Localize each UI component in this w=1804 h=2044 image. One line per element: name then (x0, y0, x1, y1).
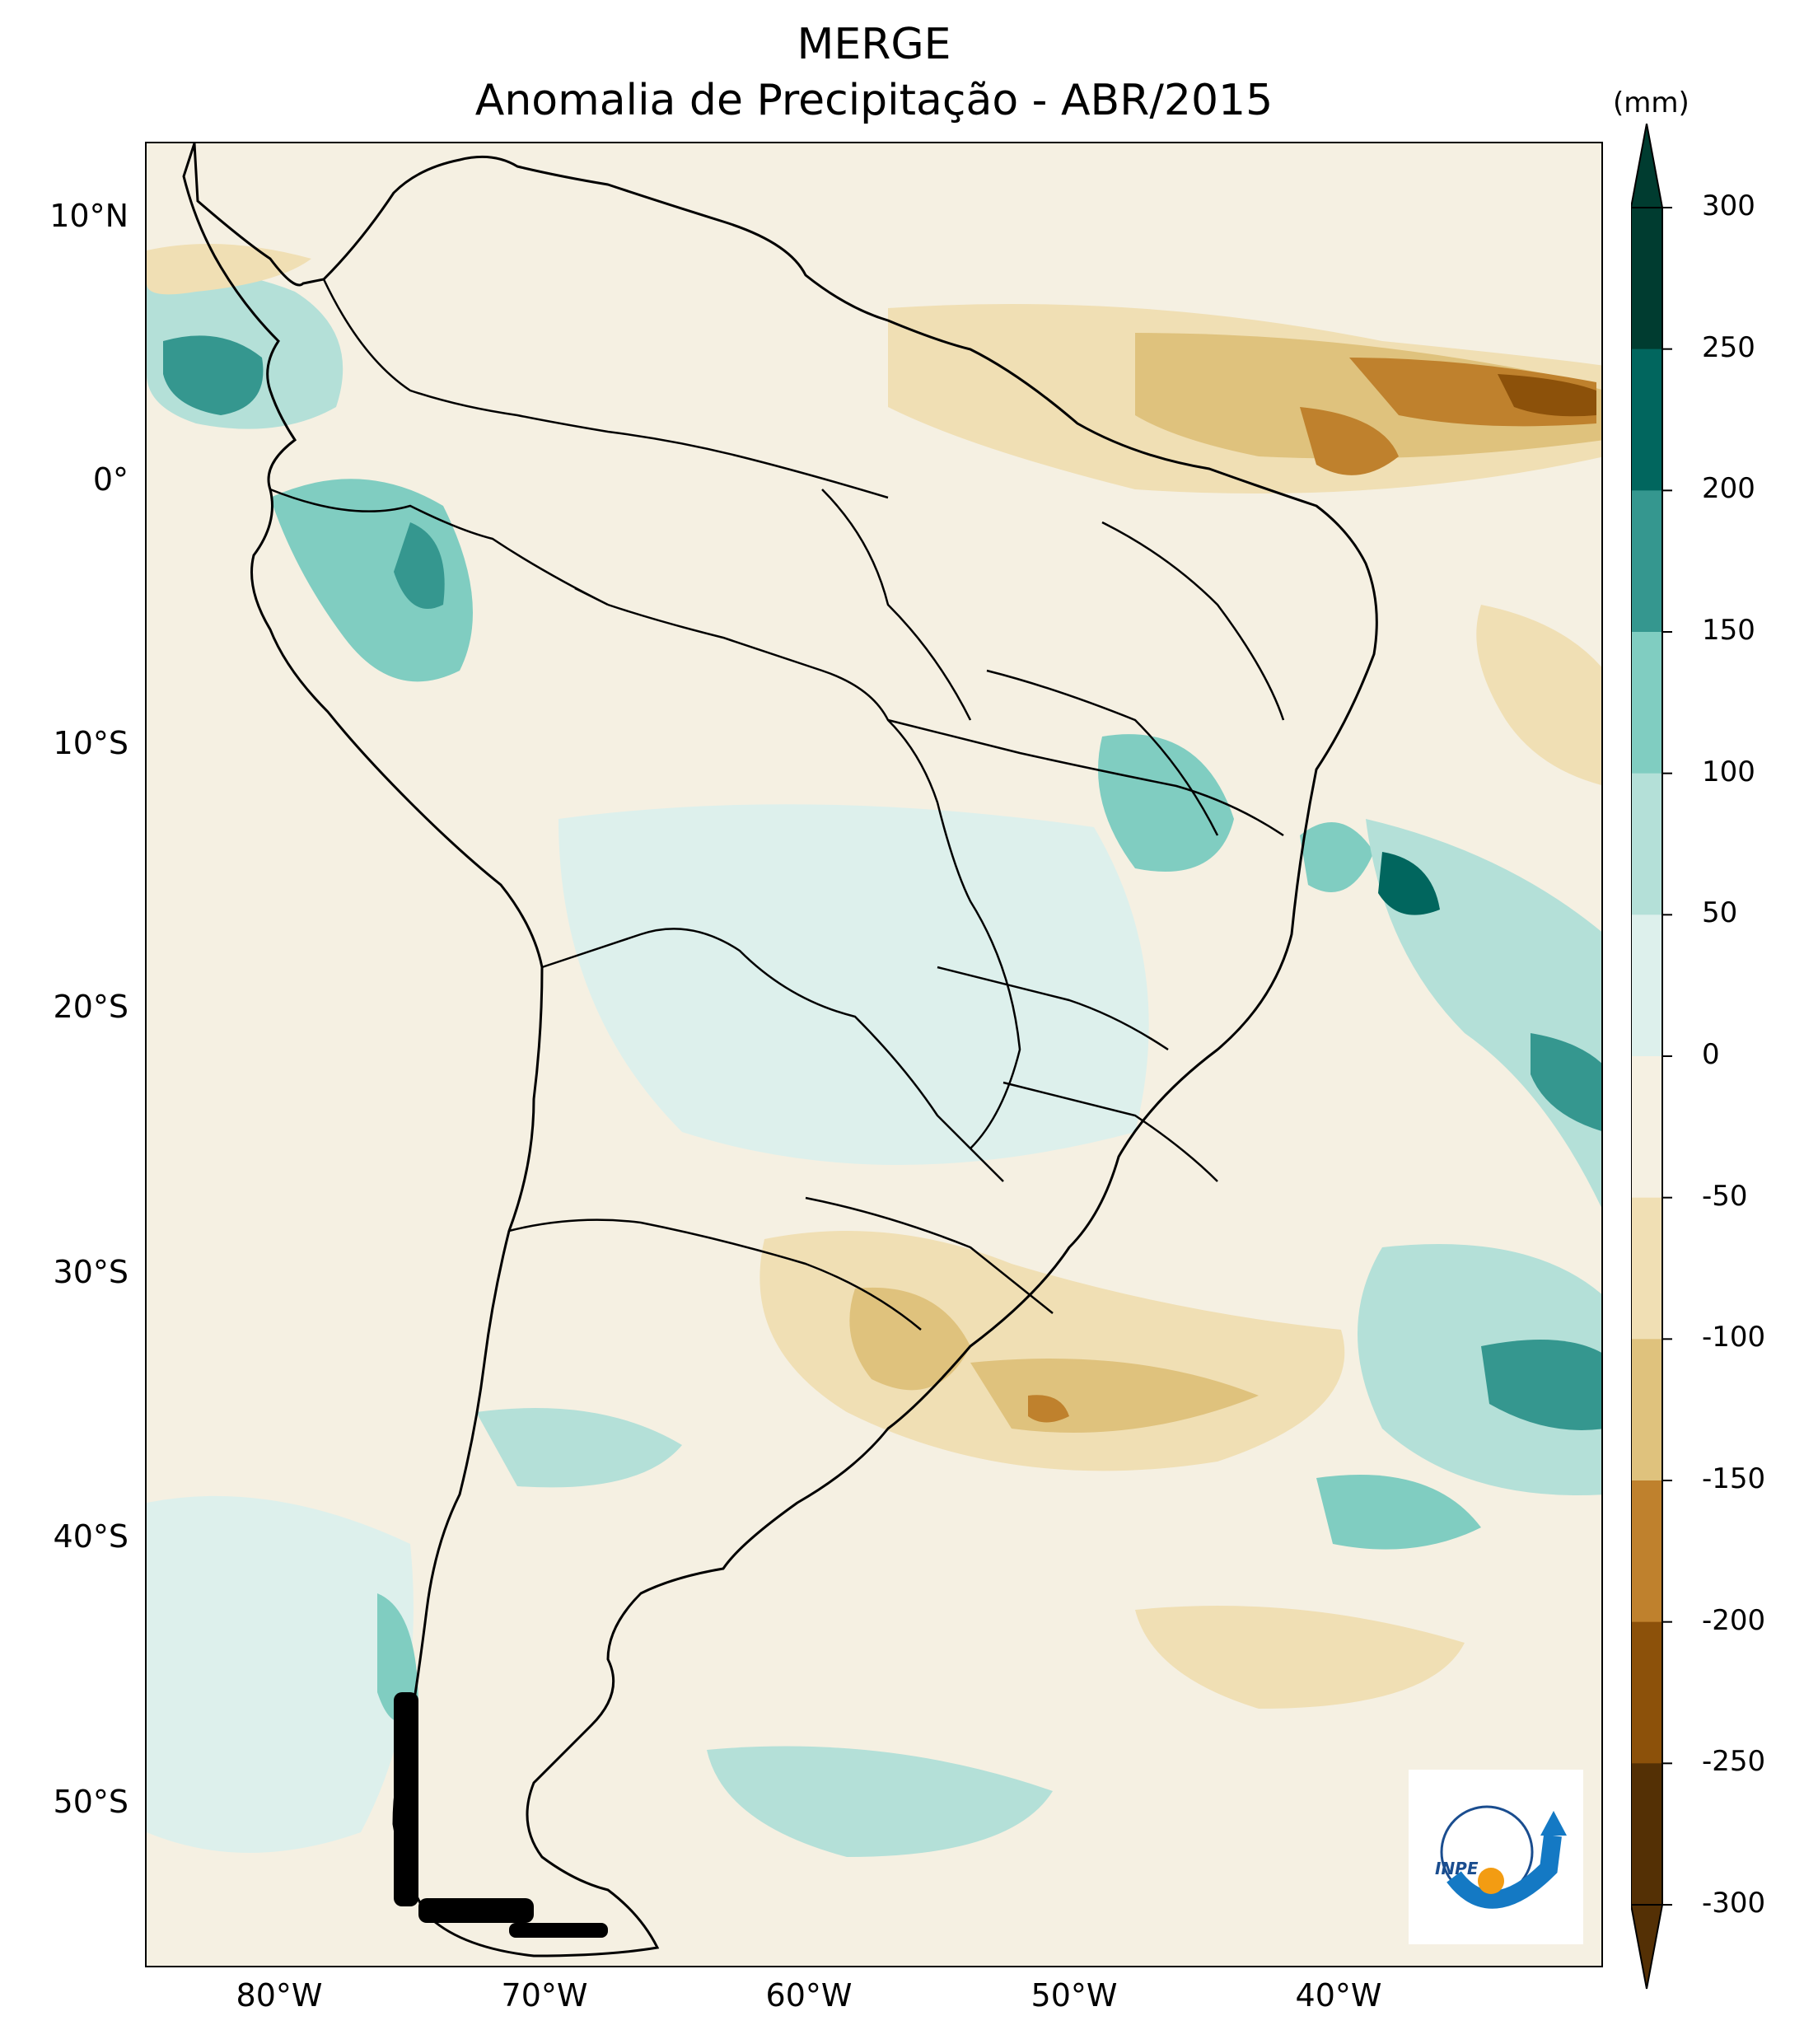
colorbar-label: 250 (1702, 330, 1755, 364)
colorbar-segment (1631, 1621, 1662, 1764)
negative-anomaly-region (849, 1287, 970, 1391)
colorbar-label: 0 (1702, 1038, 1720, 1071)
colorbar-segment (1631, 1056, 1662, 1199)
positive-anomaly-region (1316, 1475, 1481, 1550)
colorbar-segment (1631, 1480, 1662, 1623)
negative-anomaly-region (1300, 407, 1399, 475)
positive-anomaly-region (476, 1408, 682, 1488)
colorbar-segment (1631, 1197, 1662, 1340)
colorbar-segment (1631, 208, 1662, 350)
map-subtitle: Anomalia de Precipitação - ABR/2015 (474, 76, 1274, 125)
lat-label: 40°S (53, 1518, 129, 1555)
negative-anomaly-region (1028, 1395, 1069, 1423)
colorbar-top-arrow (1631, 124, 1664, 208)
lon-label: 60°W (765, 1977, 853, 2014)
lon-label: 40°W (1295, 1977, 1382, 2014)
colorbar-segment (1631, 490, 1662, 633)
colorbar-segment (1631, 914, 1662, 1057)
colorbar-bottom-arrow (1631, 1904, 1664, 1990)
lon-label: 80°W (236, 1977, 323, 2014)
lon-label: 70°W (501, 1977, 588, 2014)
negative-anomaly-region (1135, 1606, 1465, 1709)
colorbar-segment (1631, 1763, 1662, 1906)
inpe-logo: INPE (1409, 1770, 1583, 1944)
lat-label: 10°S (53, 725, 129, 761)
lat-label: 50°S (53, 1784, 129, 1820)
lat-label: 0° (92, 461, 129, 498)
positive-anomaly-region (1531, 1033, 1601, 1131)
map-title: MERGE (797, 20, 951, 69)
colorbar-unit: (mm) (1613, 87, 1689, 119)
positive-anomaly-region (163, 335, 264, 415)
colorbar-label: 150 (1702, 614, 1755, 647)
lat-label: 30°S (53, 1254, 129, 1290)
colorbar-label: 300 (1702, 189, 1755, 222)
positive-anomaly-region (377, 1593, 418, 1722)
lon-label: 50°W (1031, 1977, 1118, 2014)
negative-anomaly-region (1135, 333, 1601, 459)
colorbar-label: -150 (1702, 1462, 1766, 1495)
positive-anomaly-region (558, 804, 1149, 1165)
positive-anomaly-region (1300, 822, 1374, 892)
inpe-logo-text: INPE (1435, 1859, 1479, 1878)
colorbar-label: -300 (1702, 1887, 1766, 1920)
positive-anomaly-region (1481, 1340, 1601, 1430)
negative-anomaly-region (1476, 605, 1601, 785)
inpe-logo-icon (1440, 1805, 1567, 1909)
colorbar-label: 200 (1702, 472, 1755, 506)
colorbar-segment (1631, 348, 1662, 491)
positive-anomaly-region (1378, 852, 1440, 915)
positive-anomaly-region (1366, 819, 1601, 1208)
colorbar-label: -100 (1702, 1321, 1766, 1354)
lat-label: 10°N (49, 198, 129, 234)
positive-anomaly-region (1098, 734, 1234, 872)
colorbar-label: -250 (1702, 1745, 1766, 1779)
negative-anomaly-region (759, 1231, 1345, 1471)
anomaly-field (147, 244, 1601, 1857)
lat-label: 20°S (53, 989, 129, 1025)
positive-anomaly-region (394, 522, 445, 609)
colorbar-segment (1631, 773, 1662, 915)
colorbar (1631, 124, 1672, 1990)
colorbar-segment (1631, 1339, 1662, 1481)
anomaly-map (147, 143, 1601, 1957)
negative-anomaly-region (1498, 374, 1596, 417)
colorbar-label: -200 (1702, 1603, 1766, 1637)
positive-anomaly-region (707, 1746, 1053, 1857)
country-borders (269, 278, 1285, 1331)
south-america-coastline (182, 143, 1378, 1957)
negative-anomaly-region (147, 244, 311, 295)
positive-anomaly-region (147, 1495, 414, 1853)
positive-anomaly-region (1358, 1244, 1601, 1495)
map-area (145, 142, 1603, 1967)
colorbar-segment (1631, 632, 1662, 774)
colorbar-label: -50 (1702, 1179, 1748, 1213)
southern-archipelago (394, 1692, 608, 1938)
colorbar-label: 50 (1702, 896, 1738, 930)
colorbar-label: 100 (1702, 755, 1755, 788)
